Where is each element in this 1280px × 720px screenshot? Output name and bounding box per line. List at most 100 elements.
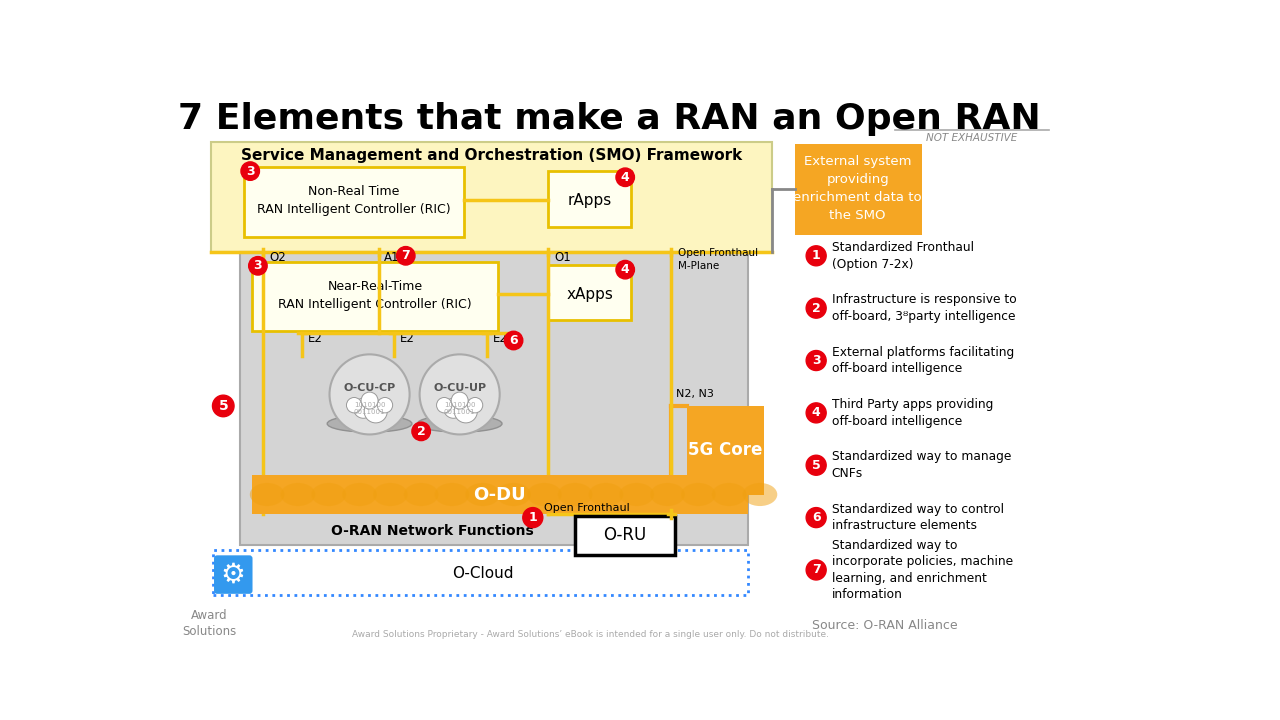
- Ellipse shape: [342, 483, 376, 506]
- Ellipse shape: [589, 483, 623, 506]
- Text: 7: 7: [812, 564, 820, 577]
- Circle shape: [420, 354, 499, 434]
- Ellipse shape: [250, 483, 284, 506]
- Text: External platforms facilitating
off-board intelligence: External platforms facilitating off-boar…: [832, 346, 1014, 375]
- Text: 7 Elements that make a RAN an Open RAN: 7 Elements that make a RAN an Open RAN: [178, 102, 1041, 136]
- Text: O-DU: O-DU: [474, 486, 526, 504]
- Circle shape: [365, 400, 388, 423]
- Text: Service Management and Orchestration (SMO) Framework: Service Management and Orchestration (SM…: [241, 148, 742, 163]
- Text: O1: O1: [554, 251, 571, 264]
- Ellipse shape: [742, 483, 777, 506]
- Text: 6: 6: [509, 334, 518, 347]
- Text: NOT EXHAUSTIVE: NOT EXHAUSTIVE: [925, 133, 1018, 143]
- Ellipse shape: [558, 483, 593, 506]
- Ellipse shape: [403, 483, 439, 506]
- Text: Open Fronthaul: Open Fronthaul: [544, 503, 630, 513]
- Text: 1: 1: [529, 511, 538, 524]
- Text: Non-Real Time
RAN Intelligent Controller (RIC): Non-Real Time RAN Intelligent Controller…: [256, 185, 451, 216]
- Text: 3: 3: [812, 354, 820, 367]
- Text: 1: 1: [812, 249, 820, 262]
- Text: Near-Real-Time
RAN Intelligent Controller (RIC): Near-Real-Time RAN Intelligent Controlle…: [278, 280, 472, 311]
- Text: O-CU-CP: O-CU-CP: [343, 383, 396, 393]
- Text: 2: 2: [417, 425, 425, 438]
- Text: 1010100
0011001: 1010100 0011001: [353, 402, 385, 415]
- Text: 2: 2: [812, 302, 820, 315]
- Ellipse shape: [372, 483, 407, 506]
- Text: Award
Solutions: Award Solutions: [182, 609, 237, 639]
- Ellipse shape: [311, 483, 346, 506]
- Text: O-RAN Network Functions: O-RAN Network Functions: [332, 524, 534, 539]
- Text: External system
providing
enrichment data to
the SMO: External system providing enrichment dat…: [794, 155, 922, 222]
- Bar: [795, 144, 922, 235]
- Text: A1: A1: [384, 251, 399, 264]
- Bar: [241, 252, 749, 544]
- Text: Standardized Fronthaul
(Option 7-2x): Standardized Fronthaul (Option 7-2x): [832, 241, 974, 271]
- Circle shape: [806, 403, 826, 423]
- Text: 7: 7: [402, 249, 410, 262]
- Text: 1010100
0011001: 1010100 0011001: [444, 402, 475, 415]
- Circle shape: [436, 397, 452, 413]
- Bar: [214, 550, 749, 595]
- Ellipse shape: [620, 483, 654, 506]
- Bar: [687, 406, 764, 495]
- Text: 5: 5: [219, 399, 228, 413]
- Circle shape: [806, 246, 826, 266]
- Ellipse shape: [328, 415, 412, 432]
- Circle shape: [806, 455, 826, 475]
- Circle shape: [329, 354, 410, 434]
- Text: 6: 6: [812, 511, 820, 524]
- Text: Third Party apps providing
off-board intelligence: Third Party apps providing off-board int…: [832, 398, 993, 428]
- Text: 3: 3: [246, 165, 255, 178]
- Text: xApps: xApps: [566, 287, 613, 302]
- Text: Open Fronthaul
M-Plane: Open Fronthaul M-Plane: [677, 248, 758, 271]
- Bar: [575, 516, 676, 554]
- Text: Standardized way to
incorporate policies, machine
learning, and enrichment
infor: Standardized way to incorporate policies…: [832, 539, 1012, 601]
- Text: 5G Core: 5G Core: [689, 441, 763, 459]
- Circle shape: [504, 331, 522, 350]
- Text: E2: E2: [308, 333, 323, 346]
- Ellipse shape: [681, 483, 716, 506]
- Text: O-RU: O-RU: [604, 526, 646, 544]
- Circle shape: [616, 261, 635, 279]
- Ellipse shape: [527, 483, 562, 506]
- Ellipse shape: [497, 483, 531, 506]
- Circle shape: [451, 392, 468, 409]
- Text: O2: O2: [270, 251, 287, 264]
- Text: N2, N3: N2, N3: [676, 390, 714, 400]
- Circle shape: [806, 298, 826, 318]
- Text: 4: 4: [621, 171, 630, 184]
- Circle shape: [212, 395, 234, 417]
- Bar: [548, 265, 631, 320]
- Bar: [548, 171, 631, 227]
- Text: Source: O-RAN Alliance: Source: O-RAN Alliance: [813, 619, 957, 632]
- Ellipse shape: [466, 483, 500, 506]
- Text: Standardized way to manage
CNFs: Standardized way to manage CNFs: [832, 451, 1011, 480]
- Circle shape: [454, 400, 477, 423]
- Bar: [252, 262, 498, 331]
- Circle shape: [347, 397, 362, 413]
- Circle shape: [397, 246, 415, 265]
- Text: O-Cloud: O-Cloud: [452, 567, 513, 581]
- Text: E2: E2: [493, 333, 508, 346]
- Bar: [211, 142, 772, 252]
- Bar: [252, 475, 749, 514]
- Circle shape: [467, 397, 483, 413]
- Circle shape: [616, 168, 635, 186]
- Ellipse shape: [712, 483, 746, 506]
- Circle shape: [361, 392, 378, 409]
- Text: 3: 3: [253, 259, 262, 272]
- FancyBboxPatch shape: [214, 555, 252, 594]
- Circle shape: [248, 256, 268, 275]
- Text: 4: 4: [812, 406, 820, 419]
- Circle shape: [806, 508, 826, 528]
- Circle shape: [241, 162, 260, 180]
- Ellipse shape: [435, 483, 470, 506]
- Text: Infrastructure is responsive to
off-board, 3ᴽparty intelligence: Infrastructure is responsive to off-boar…: [832, 294, 1016, 323]
- Circle shape: [412, 422, 430, 441]
- Circle shape: [378, 397, 393, 413]
- Ellipse shape: [417, 415, 502, 432]
- Ellipse shape: [280, 483, 315, 506]
- Bar: [244, 167, 463, 237]
- Text: O-CU-UP: O-CU-UP: [433, 383, 486, 393]
- Text: Standardized way to control
infrastructure elements: Standardized way to control infrastructu…: [832, 503, 1004, 532]
